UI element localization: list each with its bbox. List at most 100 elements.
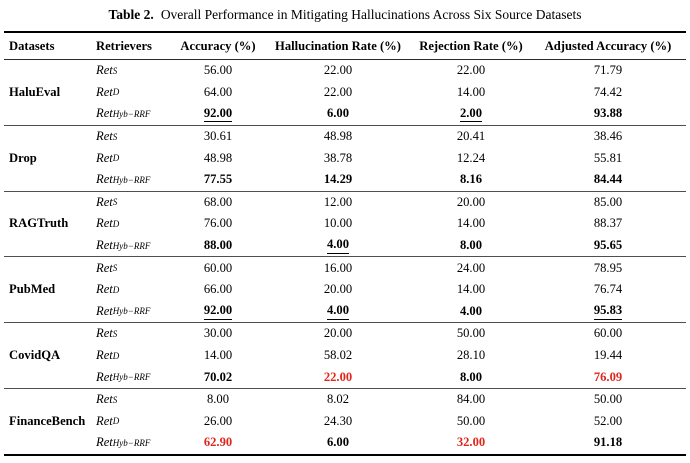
section-divider-rule — [4, 387, 686, 389]
table-top-rule — [4, 31, 686, 33]
metric-value-cell: 22.00 — [323, 84, 353, 99]
column-header-hallucination-rate: Hallucination Rate (%) — [275, 38, 401, 53]
dataset-section: HaluEval Ret S 56.00 22.00 22.00 71.79 Ret D 64.0… — [4, 60, 686, 125]
section-divider-rule — [4, 256, 686, 258]
metric-value-cell: 6.00 — [326, 435, 350, 450]
metric-value-cell: 16.00 — [323, 260, 353, 275]
metric-value-cell: 20.00 — [323, 282, 353, 297]
table-caption-text: Overall Performance in Mitigating Halluc… — [160, 7, 582, 22]
metric-value-cell: 24.00 — [456, 260, 486, 275]
dataset-section: CovidQA Ret S 30.00 20.00 50.00 60.00 Ret D 14.00… — [4, 323, 686, 388]
metric-value-cell: 52.00 — [593, 413, 623, 428]
table-header-row: Datasets Retrievers Accuracy (%) Halluci… — [4, 33, 686, 59]
metric-value-cell: 20.00 — [456, 194, 486, 209]
retriever-label: Ret D — [96, 150, 120, 165]
dataset-label: PubMed — [9, 282, 56, 297]
metric-value-cell: 50.00 — [593, 392, 623, 407]
dataset-section: FinanceBench Ret S 8.00 8.02 84.00 50.00 Ret D 26… — [4, 389, 686, 454]
metric-value-cell: 70.02 — [203, 369, 233, 384]
metric-value-cell: 8.16 — [459, 172, 483, 187]
metric-value-cell: 14.00 — [456, 282, 486, 297]
metric-value-cell: 20.41 — [456, 129, 486, 144]
section-divider-rule — [4, 322, 686, 324]
metric-value-cell: 20.00 — [323, 326, 353, 341]
table-bottom-rule — [4, 453, 686, 456]
metric-value-cell: 48.98 — [323, 129, 353, 144]
dataset-section: Drop Ret S 30.61 48.98 20.41 38.46 Ret D 48.98 38.… — [4, 126, 686, 191]
metric-value-cell: 2.00 — [412, 103, 530, 125]
column-header-accuracy: Accuracy (%) — [180, 38, 256, 53]
table-number: Table 2. — [108, 7, 154, 22]
section-divider-rule — [4, 124, 686, 126]
table-body: HaluEval Ret S 56.00 22.00 22.00 71.79 Ret D 64.0… — [4, 60, 686, 456]
metric-value-cell: 30.00 — [203, 326, 233, 341]
metric-value-cell: 78.95 — [593, 260, 623, 275]
metric-value-cell: 56.00 — [203, 63, 233, 78]
metric-value-cell: 19.44 — [593, 348, 623, 363]
metric-value-cell: 14.00 — [456, 216, 486, 231]
metric-value-cell: 48.98 — [203, 150, 233, 165]
metric-value-cell: 8.02 — [326, 392, 350, 407]
retriever-label: Ret S — [96, 260, 118, 275]
metric-value-cell: 4.00 — [264, 301, 412, 323]
column-header-rejection-rate: Rejection Rate (%) — [419, 38, 523, 53]
metric-value-cell: 76.00 — [203, 216, 233, 231]
table-caption: Table 2. Overall Performance in Mitigatin… — [0, 0, 690, 31]
metric-value-cell: 88.00 — [203, 238, 233, 253]
dataset-label: HaluEval — [9, 84, 61, 99]
dataset-section: RAGTruth Ret S 68.00 12.00 20.00 85.00 Ret D 76.0… — [4, 192, 686, 257]
metric-value-cell: 38.78 — [323, 150, 353, 165]
retriever-label: Ret D — [96, 282, 120, 297]
metric-value-cell: 91.18 — [593, 435, 623, 450]
metric-value-cell: 8.00 — [206, 392, 230, 407]
column-header-datasets: Datasets — [9, 38, 55, 53]
metric-value-cell: 84.00 — [456, 392, 486, 407]
metric-value-cell: 74.42 — [593, 84, 623, 99]
metric-value-cell: 95.83 — [530, 301, 686, 323]
metric-value-cell: 12.24 — [456, 150, 486, 165]
results-table: Datasets Retrievers Accuracy (%) Halluci… — [4, 31, 686, 456]
metric-value-cell: 62.90 — [203, 435, 233, 450]
metric-value-cell: 84.44 — [593, 172, 623, 187]
metric-value-cell: 10.00 — [323, 216, 353, 231]
metric-value-cell: 12.00 — [323, 194, 353, 209]
metric-value-cell: 22.00 — [323, 63, 353, 78]
metric-value-cell: 8.00 — [459, 369, 483, 384]
column-header-adjusted-accuracy: Adjusted Accuracy (%) — [544, 38, 672, 53]
retriever-label: Ret Hyb−RRF — [96, 172, 151, 187]
metric-value-cell: 88.37 — [593, 216, 623, 231]
dataset-label: RAGTruth — [9, 216, 69, 231]
retriever-label: Ret Hyb−RRF — [96, 106, 151, 121]
retriever-label: Ret S — [96, 194, 118, 209]
metric-value-cell: 26.00 — [203, 413, 233, 428]
metric-value-cell: 77.55 — [203, 172, 233, 187]
metric-value-cell: 92.00 — [172, 103, 264, 125]
metric-value-cell: 66.00 — [203, 282, 233, 297]
metric-value-cell: 71.79 — [593, 63, 623, 78]
metric-value-cell: 32.00 — [456, 435, 486, 450]
retriever-label: Ret D — [96, 348, 120, 363]
metric-value-cell: 64.00 — [203, 84, 233, 99]
metric-value-cell: 22.00 — [456, 63, 486, 78]
metric-value-cell: 58.02 — [323, 348, 353, 363]
metric-value-cell: 50.00 — [456, 326, 486, 341]
retriever-label: Ret D — [96, 84, 120, 99]
dataset-label: Drop — [9, 150, 37, 165]
metric-value-cell: 50.00 — [456, 413, 486, 428]
dataset-label: FinanceBench — [9, 413, 86, 428]
metric-value-cell: 55.81 — [593, 150, 623, 165]
metric-value-cell: 14.00 — [456, 84, 486, 99]
metric-value-cell: 8.00 — [459, 238, 483, 253]
retriever-label: Ret Hyb−RRF — [96, 369, 151, 384]
metric-value-cell: 14.00 — [203, 348, 233, 363]
metric-value-cell: 30.61 — [203, 129, 233, 144]
retriever-label: Ret Hyb−RRF — [96, 435, 151, 450]
metric-value-cell: 76.09 — [593, 369, 623, 384]
dataset-label: CovidQA — [9, 348, 61, 363]
retriever-label: Ret D — [96, 413, 120, 428]
retriever-label: Ret S — [96, 326, 118, 341]
metric-value-cell: 6.00 — [326, 106, 350, 121]
metric-value-cell: 4.00 — [264, 235, 412, 257]
metric-value-cell: 60.00 — [203, 260, 233, 275]
metric-value-cell: 76.74 — [593, 282, 623, 297]
